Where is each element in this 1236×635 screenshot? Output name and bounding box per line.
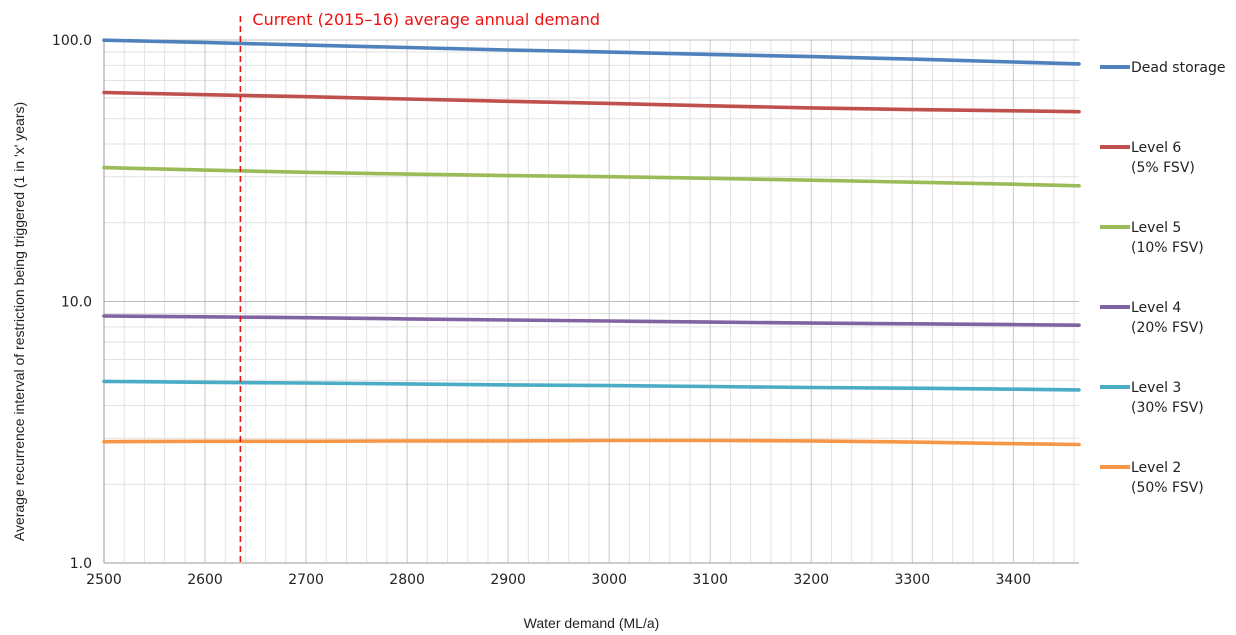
annotations: Current (2015–16) average annual demand: [239, 10, 600, 563]
legend-label: Dead storage: [1131, 60, 1226, 76]
legend-label: (50% FSV): [1131, 480, 1204, 496]
legend: Dead storage Level 6 (5% FSV) Level 5 (10% F…: [1100, 60, 1226, 496]
axes: [103, 40, 1079, 564]
legend-label: Level 4: [1131, 300, 1181, 316]
series-line: [102, 314, 1081, 328]
x-tick-label: 2500: [86, 572, 122, 588]
legend-label: (30% FSV): [1131, 400, 1204, 416]
series-line: [102, 438, 1081, 447]
legend-label: Level 6: [1131, 140, 1181, 156]
x-tick-labels: 2500 2600 2700 2800 2900 3000 3100 3200 3300 3400: [86, 572, 1031, 588]
x-tick-label: 2600: [187, 572, 223, 588]
x-axis-title: Water demand (ML/a): [524, 615, 660, 631]
legend-label: Level 2: [1131, 460, 1181, 476]
legend-label: (5% FSV): [1131, 160, 1195, 176]
legend-label: (10% FSV): [1131, 240, 1204, 256]
legend-label: Level 3: [1131, 380, 1181, 396]
y-tick-label: 1.0: [70, 556, 92, 572]
legend-label: Level 5: [1131, 220, 1181, 236]
legend-label: (20% FSV): [1131, 320, 1204, 336]
y-axis-title: Average recurrence interval of restricti…: [11, 102, 27, 541]
series-line: [102, 165, 1081, 188]
x-tick-label: 3100: [692, 572, 728, 588]
x-tick-label: 3300: [894, 572, 930, 588]
x-tick-label: 3400: [996, 572, 1032, 588]
y-tick-label: 100.0: [52, 33, 92, 49]
series-line: [102, 90, 1081, 114]
x-tick-label: 3000: [591, 572, 627, 588]
y-tick-labels: 1.0 10.0 100.0: [52, 33, 92, 572]
x-tick-label: 3200: [793, 572, 829, 588]
series-line: [102, 379, 1081, 392]
x-tick-label: 2900: [490, 572, 526, 588]
x-tick-label: 2700: [288, 572, 324, 588]
series-lines: [102, 38, 1081, 447]
y-tick-label: 10.0: [61, 295, 92, 311]
current-demand-label: Current (2015–16) average annual demand: [252, 10, 600, 29]
series-line: [102, 38, 1081, 66]
x-tick-label: 2800: [389, 572, 425, 588]
